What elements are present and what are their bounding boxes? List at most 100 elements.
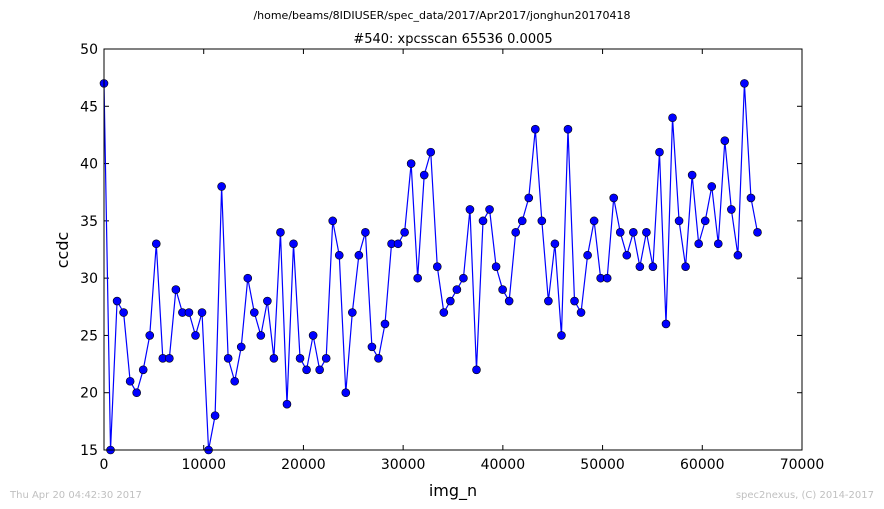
data-point <box>165 354 174 363</box>
data-point <box>348 308 357 317</box>
y-tick-label: 30 <box>80 271 98 287</box>
x-tick-label: 10000 <box>181 457 226 473</box>
data-point <box>609 193 619 203</box>
data-point <box>380 319 390 329</box>
data-point <box>197 308 207 317</box>
data-point <box>419 170 429 180</box>
data-point <box>504 296 514 306</box>
data-point <box>400 228 409 237</box>
series-group <box>99 79 762 455</box>
file-path-suptitle: /home/beams/8IDIUSER/spec_data/2017/Apr2… <box>253 9 630 22</box>
data-point <box>282 399 292 409</box>
data-point <box>249 308 259 317</box>
y-tick-label: 20 <box>80 386 98 402</box>
data-point <box>446 296 455 306</box>
data-point <box>733 250 743 260</box>
data-point <box>629 228 638 237</box>
data-point <box>295 354 305 363</box>
y-tick-label: 40 <box>80 157 98 173</box>
data-point <box>393 239 403 249</box>
data-point <box>302 365 311 375</box>
data-point <box>524 193 534 203</box>
data-point <box>406 159 416 168</box>
data-point <box>648 262 658 271</box>
data-point <box>341 388 351 398</box>
data-point <box>243 273 253 283</box>
data-point <box>210 411 220 420</box>
data-point <box>191 331 200 340</box>
data-point <box>119 308 128 317</box>
data-point <box>531 124 540 134</box>
data-point <box>622 250 632 260</box>
chart-title: #540: xpcsscan 65536 0.0005 <box>353 32 552 47</box>
data-point <box>583 250 592 260</box>
x-tick-label: 20000 <box>281 457 326 473</box>
ticks-group: 0 10000 20000 30000 40000 50000 60000 70000 15 20… <box>80 42 824 473</box>
plot-frame <box>103 48 803 451</box>
data-point <box>217 182 226 191</box>
data-point <box>132 388 141 398</box>
data-point <box>687 170 697 180</box>
data-point <box>557 331 566 340</box>
data-point <box>236 342 246 352</box>
data-point <box>537 216 547 226</box>
data-point <box>720 136 730 145</box>
data-point <box>550 239 560 249</box>
x-axis-label: img_n <box>429 481 477 501</box>
data-point <box>615 228 625 237</box>
data-point <box>517 216 527 226</box>
data-point <box>361 228 370 237</box>
data-point <box>740 79 749 88</box>
y-tick-label: 45 <box>80 99 98 115</box>
data-point <box>700 216 710 226</box>
data-point <box>707 182 717 191</box>
y-tick-label: 50 <box>80 42 98 58</box>
x-tick-label: 60000 <box>680 457 725 473</box>
y-tick-label: 35 <box>80 214 98 230</box>
x-tick-label: 30000 <box>381 457 426 473</box>
data-point <box>171 285 181 294</box>
data-point <box>713 239 723 249</box>
x-tick-label: 40000 <box>481 457 526 473</box>
data-point <box>328 216 338 226</box>
data-point <box>439 308 449 317</box>
data-point <box>746 193 756 203</box>
data-point <box>602 273 612 283</box>
data-point <box>269 354 279 363</box>
data-point <box>491 262 501 271</box>
data-point <box>655 147 664 157</box>
data-point <box>308 331 318 340</box>
data-point <box>334 250 344 260</box>
x-tick-label: 70000 <box>780 457 825 473</box>
data-point <box>570 296 579 306</box>
data-point <box>727 205 736 214</box>
y-axis-label: ccdc <box>53 232 72 269</box>
data-point <box>112 296 122 306</box>
data-point <box>563 124 573 134</box>
data-point <box>478 216 488 226</box>
x-tick-label: 50000 <box>580 457 625 473</box>
data-point <box>668 113 677 123</box>
data-point <box>125 376 135 386</box>
data-point <box>674 216 684 226</box>
data-point <box>498 285 507 294</box>
data-point <box>315 365 324 375</box>
data-point <box>576 308 586 317</box>
y-tick-label: 15 <box>80 443 98 459</box>
footer-credit: spec2nexus, (C) 2014-2017 <box>736 490 874 501</box>
data-point <box>413 273 422 283</box>
data-point <box>635 262 645 271</box>
data-point <box>432 262 442 271</box>
data-point <box>452 285 462 294</box>
data-point <box>138 365 148 375</box>
data-point <box>589 216 599 226</box>
data-point <box>367 342 377 352</box>
data-point <box>511 228 521 237</box>
data-point <box>145 331 155 340</box>
data-point <box>374 354 383 363</box>
data-point <box>485 205 494 214</box>
y-tick-label: 25 <box>80 328 98 344</box>
data-point <box>642 228 651 237</box>
data-point <box>459 273 468 283</box>
